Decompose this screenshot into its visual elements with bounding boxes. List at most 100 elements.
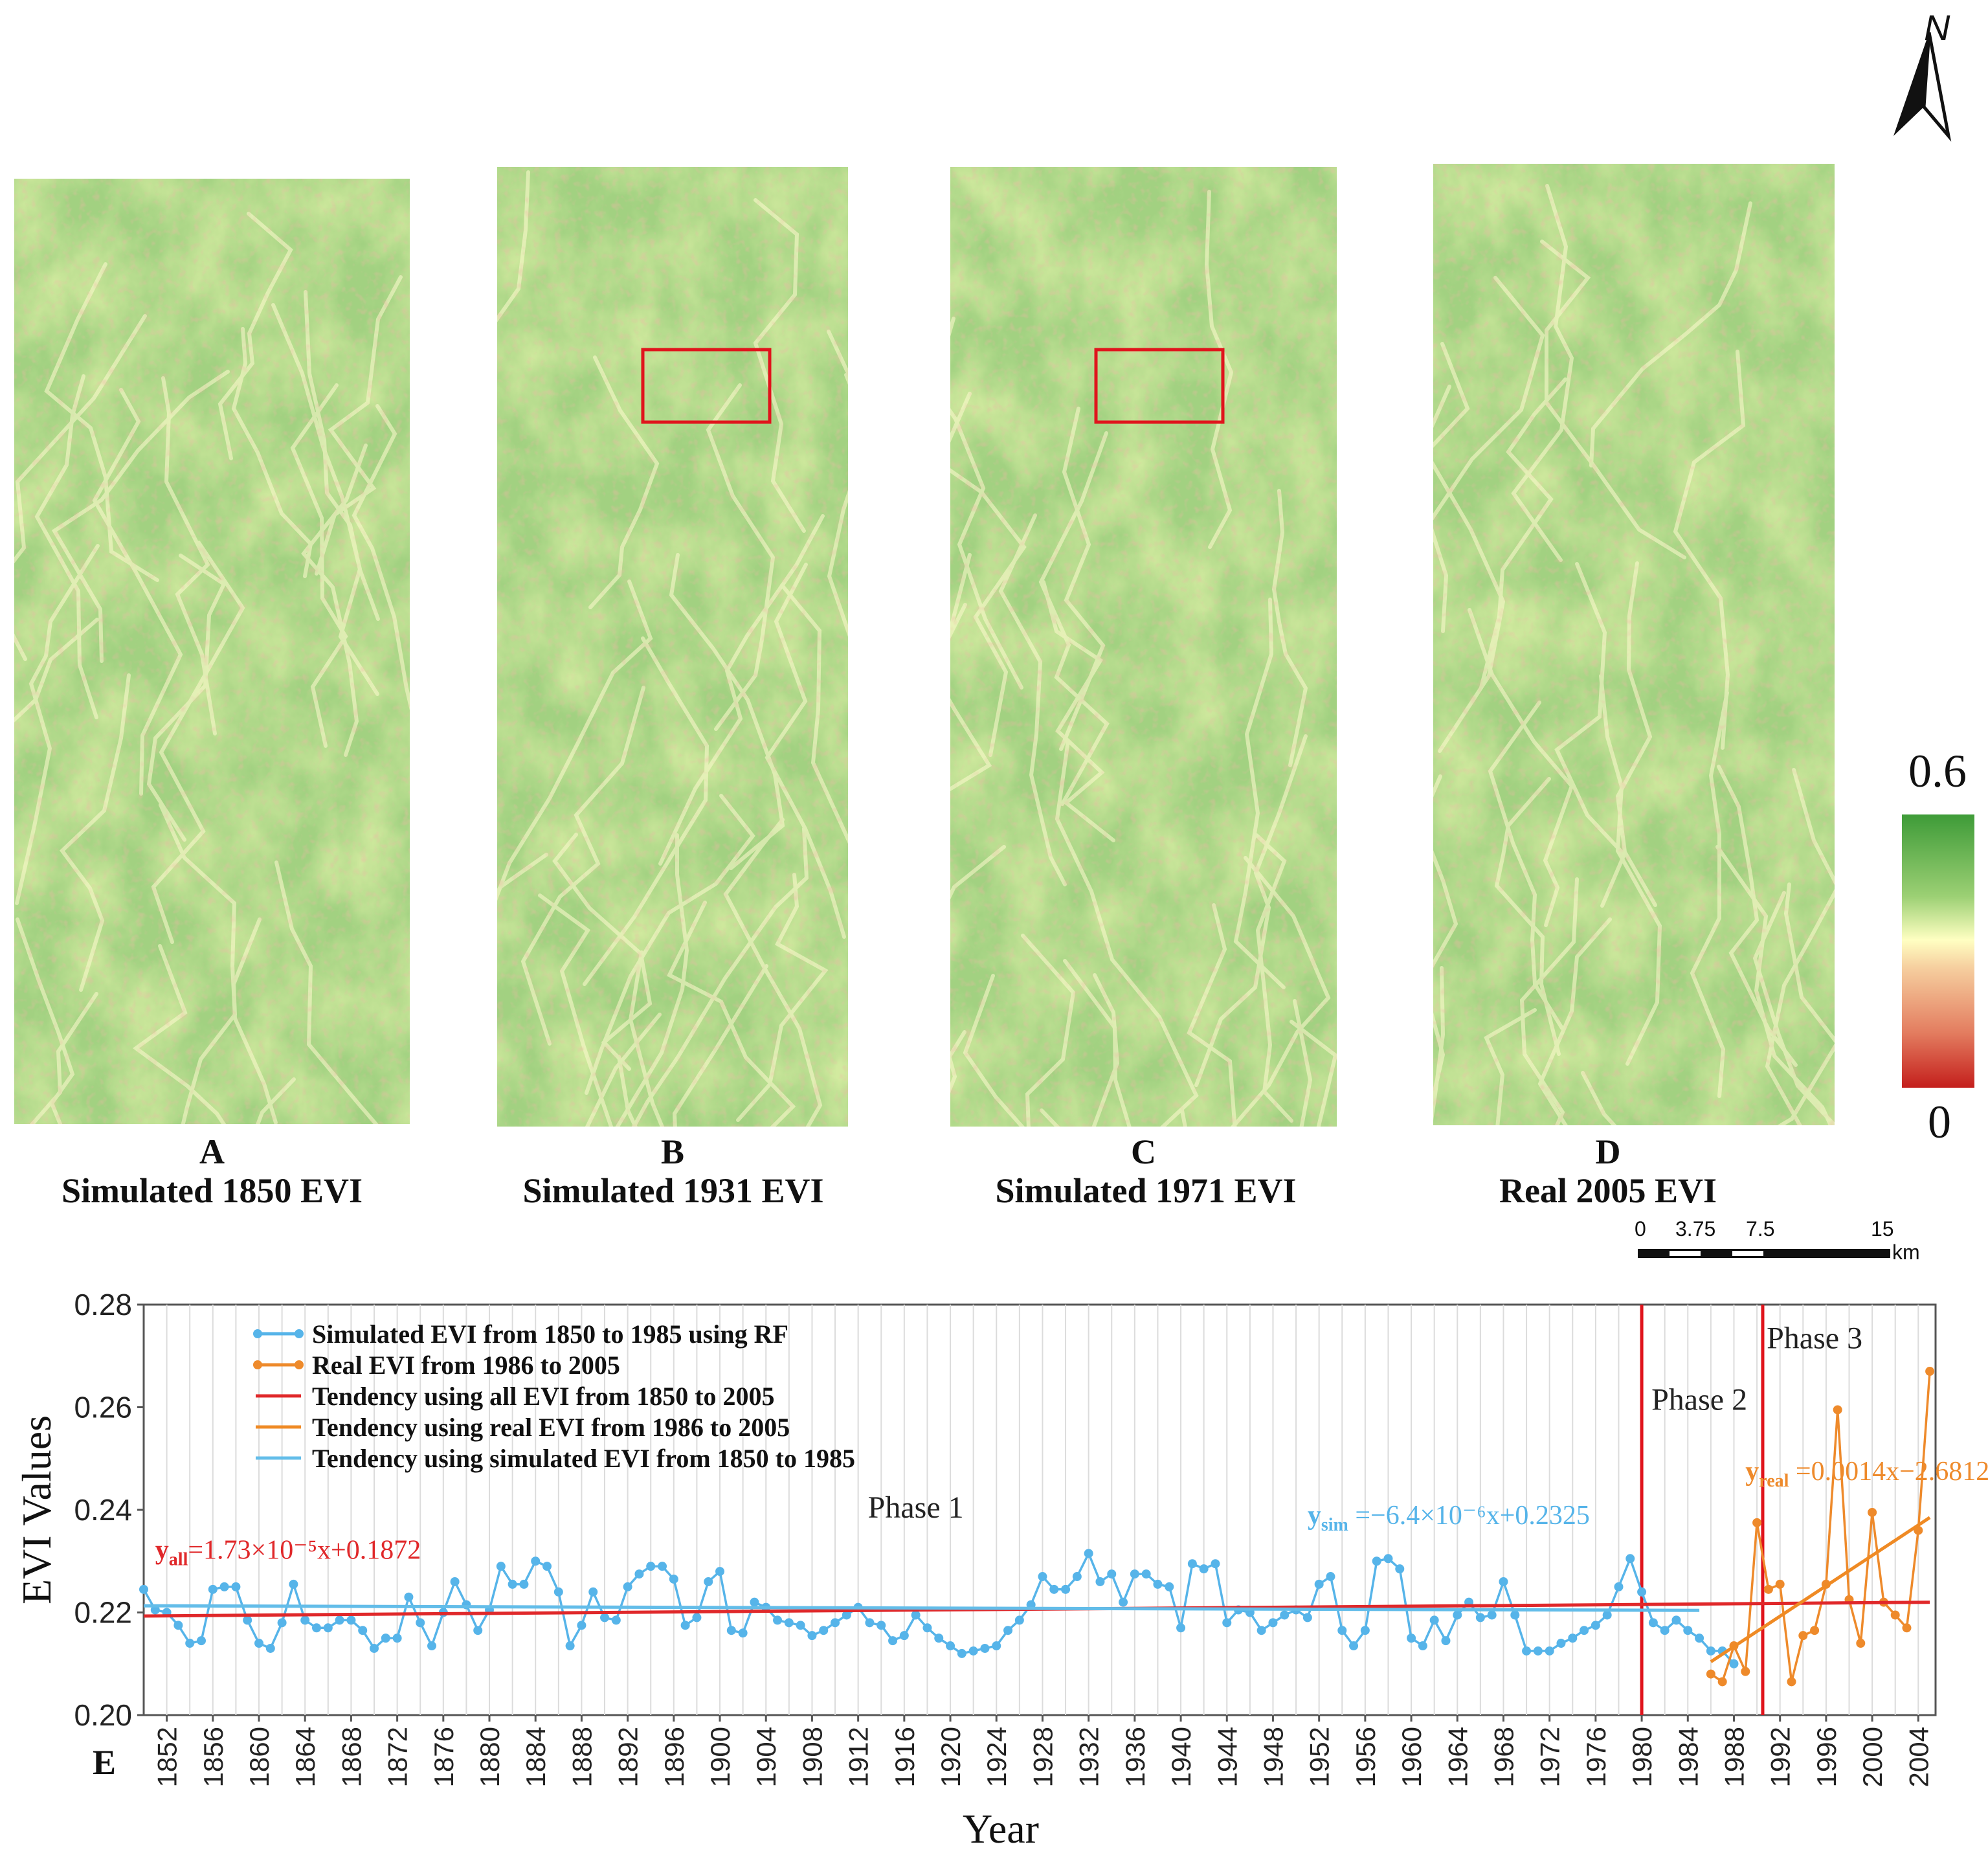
legend-entry: Simulated EVI from 1850 to 1985 using RF xyxy=(312,1319,788,1349)
map-panel-d xyxy=(1433,164,1835,1125)
data-point xyxy=(957,1648,966,1658)
x-tick-label: 1920 xyxy=(935,1727,966,1787)
data-point xyxy=(1418,1641,1427,1651)
x-tick-label: 1928 xyxy=(1027,1727,1058,1787)
data-point xyxy=(1326,1572,1335,1582)
data-point xyxy=(1683,1626,1693,1635)
data-point xyxy=(1349,1641,1359,1651)
x-tick-label: 1896 xyxy=(659,1727,689,1787)
data-point xyxy=(1072,1572,1082,1582)
data-point xyxy=(646,1562,656,1571)
phase-label: Phase 1 xyxy=(868,1490,964,1525)
data-point xyxy=(1268,1618,1278,1628)
data-point xyxy=(831,1618,840,1628)
data-point xyxy=(623,1582,632,1591)
legend-marker xyxy=(253,1360,262,1369)
data-point xyxy=(807,1631,817,1641)
data-point xyxy=(669,1574,678,1584)
data-point xyxy=(289,1579,298,1589)
data-point xyxy=(358,1626,368,1635)
map-panel-c xyxy=(950,167,1337,1127)
map-panel-a xyxy=(14,179,410,1124)
data-point xyxy=(185,1639,195,1648)
y-axis-title: EVI Values xyxy=(14,1415,60,1604)
data-point xyxy=(1868,1507,1877,1517)
x-tick-label: 1916 xyxy=(889,1727,920,1787)
data-point xyxy=(980,1643,990,1653)
x-tick-label: 1968 xyxy=(1488,1727,1519,1787)
data-point xyxy=(1130,1569,1139,1579)
data-point xyxy=(243,1615,252,1625)
data-point xyxy=(1049,1584,1059,1594)
data-point xyxy=(1003,1626,1013,1635)
data-point xyxy=(680,1621,690,1630)
data-point xyxy=(496,1562,506,1571)
x-tick-label: 1984 xyxy=(1673,1727,1703,1787)
data-point xyxy=(1280,1610,1290,1620)
data-point xyxy=(865,1618,875,1628)
data-point xyxy=(231,1582,241,1591)
data-point xyxy=(519,1579,529,1589)
data-point xyxy=(1568,1634,1578,1643)
data-point xyxy=(1141,1569,1151,1579)
data-point xyxy=(1706,1646,1715,1656)
data-point xyxy=(416,1618,425,1628)
data-point xyxy=(1890,1610,1900,1620)
data-point xyxy=(1395,1564,1405,1574)
panel-letter-c: C xyxy=(1131,1132,1156,1171)
phase-label: Phase 3 xyxy=(1767,1321,1862,1355)
x-tick-label: 1948 xyxy=(1258,1727,1288,1787)
legend-entry: Tendency using real EVI from 1986 to 200… xyxy=(312,1413,790,1442)
data-point xyxy=(370,1643,379,1653)
y-tick-label: 0.24 xyxy=(74,1493,132,1527)
data-point xyxy=(773,1615,783,1625)
data-point xyxy=(173,1621,183,1630)
data-point xyxy=(1729,1659,1739,1668)
trend-equation: yall=1.73×10⁻⁵x+0.1872 xyxy=(155,1535,421,1569)
x-tick-label: 1876 xyxy=(429,1727,459,1787)
data-point xyxy=(565,1641,575,1651)
x-tick-label: 1884 xyxy=(520,1727,551,1787)
x-tick-label: 2004 xyxy=(1903,1727,1934,1787)
series-line xyxy=(143,1604,1700,1612)
data-point xyxy=(1165,1582,1174,1591)
data-point xyxy=(335,1615,344,1625)
data-point xyxy=(300,1615,310,1625)
data-point xyxy=(704,1577,713,1586)
x-tick-label: 1992 xyxy=(1765,1727,1796,1787)
data-point xyxy=(1510,1610,1520,1620)
x-tick-label: 1864 xyxy=(290,1727,320,1787)
data-point xyxy=(1475,1613,1485,1623)
data-point xyxy=(219,1582,229,1591)
x-tick-label: 1888 xyxy=(566,1727,597,1787)
data-point xyxy=(1429,1615,1439,1625)
plot-area xyxy=(142,1303,1937,1716)
data-point xyxy=(888,1636,898,1646)
y-tick-label: 0.20 xyxy=(74,1698,132,1732)
data-point xyxy=(1153,1579,1163,1589)
data-point xyxy=(1038,1572,1047,1582)
data-point xyxy=(1775,1579,1785,1589)
data-point xyxy=(1925,1367,1935,1376)
evi-chart: 0.20 0.22 0.24 0.26 0.28 1852 1856 1860 1864 1868… xyxy=(0,1282,1988,1864)
data-point xyxy=(1580,1626,1589,1635)
x-tick-label: 1892 xyxy=(613,1727,643,1787)
data-point xyxy=(1660,1626,1670,1635)
data-point xyxy=(1337,1626,1347,1635)
panel-caption-d: Real 2005 EVI xyxy=(1499,1171,1717,1210)
data-point xyxy=(1787,1677,1796,1687)
x-tick-label: 1904 xyxy=(751,1727,781,1787)
scale-tick-0: 0 xyxy=(1635,1217,1646,1241)
x-tick-label: 1860 xyxy=(244,1727,274,1787)
x-tick-label: 1936 xyxy=(1120,1727,1150,1787)
data-point xyxy=(611,1615,621,1625)
x-tick-label: 1880 xyxy=(475,1727,505,1787)
data-point xyxy=(1176,1623,1186,1633)
panel-caption-b: Simulated 1931 EVI xyxy=(522,1171,824,1210)
data-point xyxy=(473,1626,483,1635)
data-point xyxy=(1741,1667,1750,1676)
x-tick-label: 1996 xyxy=(1811,1727,1842,1787)
x-tick-label: 1960 xyxy=(1396,1727,1427,1787)
panel-letter-b: B xyxy=(660,1132,685,1171)
series-3 xyxy=(1710,1516,1931,1663)
